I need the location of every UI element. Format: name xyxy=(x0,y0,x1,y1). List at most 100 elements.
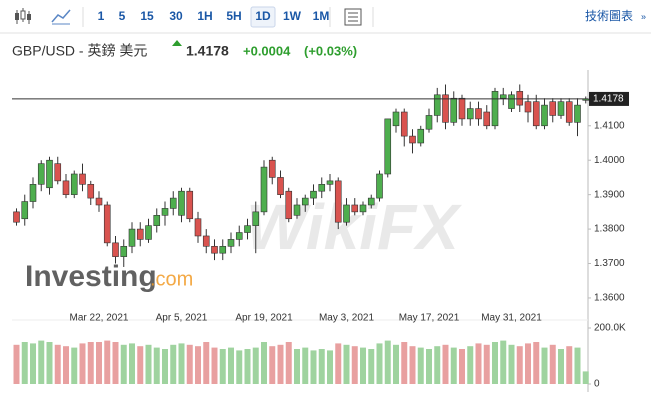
candle-body xyxy=(70,173,78,195)
candle-body xyxy=(359,204,367,213)
volume-bar xyxy=(417,347,424,384)
candle-body xyxy=(285,190,293,220)
volume-bar xyxy=(63,346,69,384)
candle-icon[interactable] xyxy=(15,8,31,24)
volume-bar xyxy=(434,346,441,384)
candle-body xyxy=(574,104,581,123)
candle-body xyxy=(194,218,202,237)
volume-bar xyxy=(228,347,234,384)
candle-body xyxy=(417,128,425,144)
candle-body xyxy=(516,91,524,106)
candle-body xyxy=(252,211,260,226)
link-arrow[interactable]: » xyxy=(641,11,646,21)
y-tick-label: 1.3900 xyxy=(594,189,625,200)
volume-bar xyxy=(38,340,45,384)
volume-bar xyxy=(450,347,457,384)
interval-button[interactable]: 1 xyxy=(98,9,105,23)
candle-body xyxy=(326,180,334,185)
candle-body xyxy=(277,177,284,195)
volume-bar xyxy=(558,349,564,384)
candle-body xyxy=(169,197,177,209)
volume-bar xyxy=(162,349,168,384)
candle-body xyxy=(87,184,95,199)
volume-bar xyxy=(310,350,317,384)
x-tick-label: Mar 22, 2021 xyxy=(70,313,129,324)
volume-bar xyxy=(368,349,375,384)
volume-bar xyxy=(393,344,399,384)
brand-watermark: Investing xyxy=(25,260,157,293)
change: +0.0004 xyxy=(243,43,291,58)
volume-bar xyxy=(426,349,432,384)
volume-bar xyxy=(541,347,548,384)
interval-button[interactable]: 30 xyxy=(169,9,183,23)
volume-bar xyxy=(261,342,267,384)
volume-bar xyxy=(318,349,325,384)
candle-body xyxy=(425,115,433,130)
volume-tick-label: 200.0K xyxy=(594,323,626,334)
volume-bar xyxy=(71,347,78,384)
candle-body xyxy=(13,211,20,223)
line-icon[interactable] xyxy=(51,9,71,25)
candle-body xyxy=(499,94,507,99)
interval-button[interactable]: 1M xyxy=(313,9,330,23)
candle-body xyxy=(376,173,383,199)
candle-body xyxy=(491,91,499,127)
volume-bar xyxy=(516,346,523,384)
table-icon[interactable] xyxy=(344,8,362,26)
candle-body xyxy=(450,97,458,123)
interval-button[interactable]: 1W xyxy=(283,9,302,23)
volume-bar xyxy=(327,350,333,384)
interval-button[interactable]: 1D xyxy=(255,9,271,23)
candle-body xyxy=(235,232,243,240)
chart-link[interactable]: 技術圖表 xyxy=(585,9,633,23)
candle-body xyxy=(120,245,128,257)
candle-body xyxy=(466,108,474,120)
candle-body xyxy=(483,111,491,127)
volume-bar xyxy=(360,347,366,384)
candle-body xyxy=(161,208,169,216)
interval-button[interactable]: 15 xyxy=(140,9,154,23)
volume-bar xyxy=(459,349,465,384)
volume-bar xyxy=(442,344,449,384)
candle-body xyxy=(541,104,548,127)
volume-bar xyxy=(153,347,160,384)
volume-bar xyxy=(252,347,259,384)
candle-body xyxy=(112,242,119,257)
interval-button[interactable]: 1H xyxy=(197,9,212,23)
volume-bar xyxy=(269,346,276,384)
candle-body xyxy=(442,94,449,123)
candle-body xyxy=(310,190,317,199)
volume-bar xyxy=(409,346,416,384)
interval-selected xyxy=(250,6,276,28)
candle-body xyxy=(318,184,326,192)
candle-body xyxy=(136,228,144,240)
x-tick-label: Apr 19, 2021 xyxy=(235,313,293,324)
volume-bar xyxy=(145,344,152,384)
x-tick-label: May 31, 2021 xyxy=(481,313,542,324)
up-arrow xyxy=(172,40,182,46)
candle-body xyxy=(334,180,342,223)
volume-bar xyxy=(219,349,226,384)
candle-body xyxy=(557,101,565,116)
interval-button[interactable]: 5H xyxy=(226,9,241,23)
volume-bar xyxy=(525,343,531,384)
change-percent: (+0.03%) xyxy=(304,43,357,58)
candle-body xyxy=(211,245,218,254)
volume-bar xyxy=(186,344,193,384)
volume-bar xyxy=(294,349,300,384)
x-tick-label: Apr 5, 2021 xyxy=(156,313,208,324)
volume-bar xyxy=(376,343,383,384)
candle-body xyxy=(458,97,466,120)
candle-body xyxy=(227,239,235,247)
candle-body xyxy=(392,111,400,127)
candle-body xyxy=(384,118,392,175)
pair-title: GBP/USD - 英鎊 美元 xyxy=(12,43,147,59)
interval-button[interactable]: 5 xyxy=(119,9,126,23)
candle-body xyxy=(409,135,416,144)
candle-body xyxy=(128,228,136,247)
candle-body xyxy=(508,94,515,109)
y-tick-label: 1.4000 xyxy=(594,155,625,166)
volume-bar xyxy=(54,344,61,384)
